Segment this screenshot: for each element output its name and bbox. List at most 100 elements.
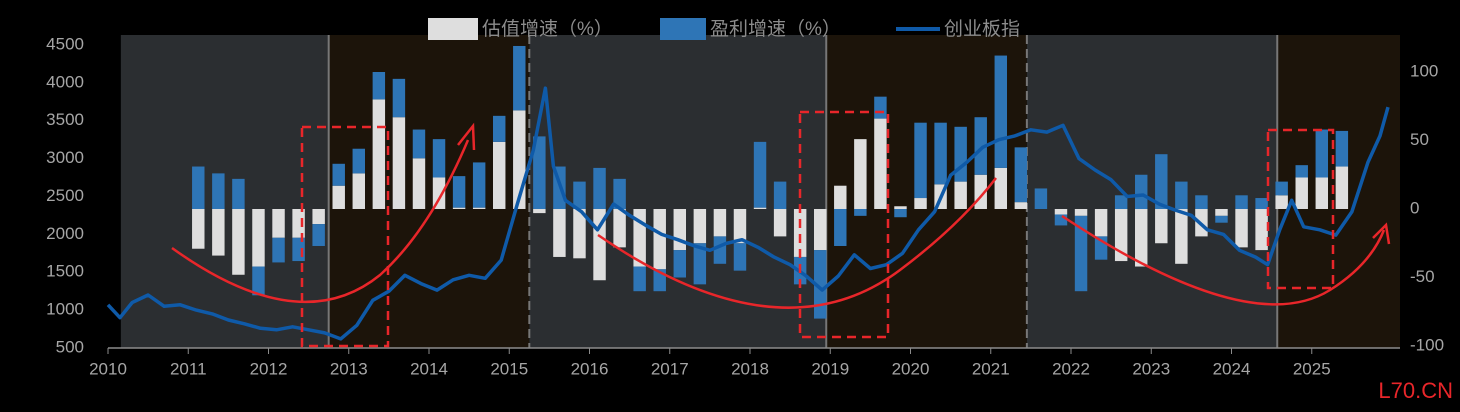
bar [452, 176, 466, 208]
highlight-box [798, 110, 890, 339]
legend-swatch [660, 18, 706, 40]
x-tick-label: 2010 [89, 359, 127, 378]
bar [733, 243, 747, 271]
bar [1295, 165, 1308, 178]
bar [1135, 209, 1148, 267]
axis-layer: 2010 2011 2012 2013 2014 2015 2016 2017 2018 2019… [46, 34, 1444, 378]
bar [472, 162, 486, 208]
bar [1315, 129, 1329, 178]
bar [894, 209, 907, 218]
y2-tick-label: 50 [1410, 130, 1429, 149]
annotations [171, 110, 1391, 348]
bar [312, 224, 325, 246]
bar [733, 209, 747, 244]
y2-tick-label: -50 [1410, 267, 1435, 286]
bar [493, 141, 506, 209]
bar [1054, 214, 1068, 226]
bar [773, 181, 787, 209]
bar [793, 209, 807, 257]
bar [854, 139, 867, 209]
bar [1155, 154, 1168, 209]
bar [533, 136, 546, 209]
y-tick-label: 1000 [46, 300, 84, 319]
bar [773, 209, 787, 237]
bar [834, 185, 847, 209]
bar [994, 167, 1008, 209]
bar [914, 122, 927, 199]
bar [372, 72, 386, 100]
bar [593, 167, 606, 209]
bar [573, 209, 586, 259]
shaded-period [1026, 35, 1278, 348]
bar [392, 78, 406, 118]
x-tick-label: 2017 [651, 359, 689, 378]
bar [894, 206, 907, 209]
bar [332, 163, 345, 186]
bar [212, 173, 225, 209]
bar [1074, 209, 1088, 216]
y2-tick-label: 100 [1410, 61, 1438, 80]
x-tick-label: 2022 [1052, 359, 1090, 378]
x-tick-label: 2025 [1293, 359, 1331, 378]
bar [1074, 215, 1088, 292]
bar [432, 177, 446, 209]
bar [292, 209, 305, 238]
bar [1195, 195, 1208, 209]
bar [1094, 209, 1108, 237]
x-tick-label: 2015 [490, 359, 528, 378]
bar [232, 209, 245, 275]
x-tick-label: 2018 [731, 359, 769, 378]
x-tick-label: 2024 [1213, 359, 1251, 378]
bar [934, 122, 947, 185]
bar [1335, 130, 1349, 167]
y-tick-label: 2500 [46, 186, 84, 205]
bar [1155, 209, 1168, 244]
bar [573, 181, 586, 209]
legend-swatch [428, 18, 478, 40]
bar [352, 148, 366, 174]
bar [1255, 198, 1268, 209]
bar [653, 209, 666, 270]
bar [352, 173, 366, 209]
bar [553, 209, 566, 257]
bar [974, 117, 987, 175]
bar-layer [192, 45, 1349, 319]
bar [633, 266, 646, 292]
bar [834, 209, 847, 246]
bar [252, 209, 265, 267]
bar [874, 96, 887, 119]
x-tick-label: 2023 [1132, 359, 1170, 378]
bar [232, 178, 245, 209]
bar [372, 99, 386, 209]
bar [814, 250, 827, 319]
bar [613, 209, 626, 248]
bar [533, 209, 546, 214]
legend-label: 盈利增速（%） [710, 18, 841, 40]
bar [1235, 209, 1248, 248]
bar [1054, 209, 1068, 215]
y-tick-label: 4000 [46, 72, 84, 91]
y-tick-label: 3500 [46, 110, 84, 129]
legend-label: 创业板指 [944, 18, 1020, 40]
bar [272, 237, 285, 263]
bar [1315, 177, 1329, 209]
bar [412, 158, 426, 209]
bar [673, 250, 687, 278]
bar [412, 129, 426, 159]
y-tick-label: 500 [56, 337, 84, 356]
bar [814, 209, 827, 251]
arrow-head [1372, 222, 1391, 245]
bar [312, 209, 325, 225]
bar [272, 209, 285, 238]
trend-arrow [597, 177, 997, 309]
x-tick-label: 2013 [330, 359, 368, 378]
bar [452, 207, 466, 209]
x-tick-label: 2021 [972, 359, 1010, 378]
bar [192, 166, 205, 209]
x-tick-label: 2019 [811, 359, 849, 378]
bar [854, 209, 867, 216]
y-tick-label: 1500 [46, 262, 84, 281]
bar [1275, 195, 1288, 209]
bar [432, 139, 446, 178]
